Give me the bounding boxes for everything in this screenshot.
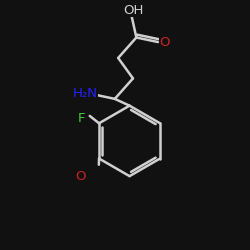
Text: F: F: [78, 112, 86, 125]
Text: OH: OH: [123, 4, 143, 17]
Text: O: O: [76, 170, 86, 183]
Text: H₂N: H₂N: [73, 87, 98, 100]
Text: O: O: [160, 36, 170, 49]
